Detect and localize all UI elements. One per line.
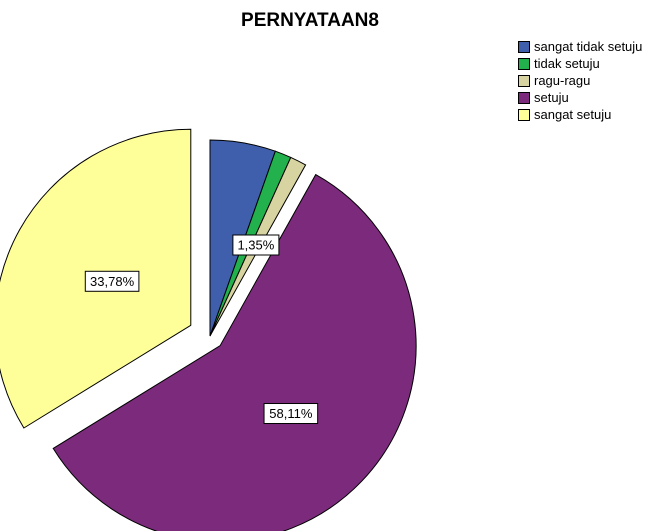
data-label: 33,78% [84,270,140,292]
legend-label: ragu-ragu [534,73,591,88]
data-label-box [263,403,319,425]
legend-swatch [518,74,530,87]
data-label-text: 1,35% [237,238,274,253]
legend-swatch [518,57,530,70]
legend-label: sangat tidak setuju [534,39,643,54]
pie-slice-setuju [52,173,417,531]
data-label-text: 58,11% [269,406,313,421]
legend-item: sangat tidak setuju [518,38,642,55]
legend-swatch [518,91,530,104]
legend-swatch [518,40,530,53]
legend-item: sangat setuju [518,106,642,123]
legend-label: sangat setuju [534,107,612,122]
data-label-box [84,270,140,292]
legend-label: setuju [534,90,569,105]
legend-item: tidak setuju [518,55,642,72]
data-label-text: 33,78% [90,274,135,289]
legend-item: setuju [518,89,642,106]
legend-label: tidak setuju [534,56,600,71]
data-label-box [232,234,280,256]
chart-title: PERNYATAAN8 [241,10,379,31]
data-label: 1,35% [232,234,280,256]
legend-swatch [518,108,530,121]
legend: sangat tidak setuju tidak setuju ragu-ragu… [518,38,642,123]
data-label: 58,11% [263,403,319,425]
legend-item: ragu-ragu [518,72,642,89]
